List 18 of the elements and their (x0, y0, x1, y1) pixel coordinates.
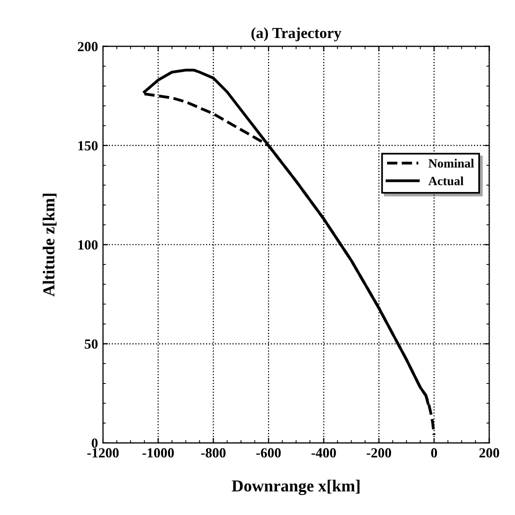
y-tick-label: 100 (78, 240, 98, 250)
x-axis-title: Downrange x[km] (232, 480, 360, 496)
y-tick-label: 150 (78, 141, 98, 150)
legend-label: Actual (428, 176, 464, 186)
x-tick-label: -1000 (142, 448, 174, 458)
x-tick-label: 0 (431, 448, 438, 458)
legend-label: Nominal (428, 158, 474, 168)
x-tick-label: -1200 (87, 448, 119, 458)
y-tick-label: 200 (78, 42, 98, 52)
chart-title: (a) Trajectory (251, 27, 342, 42)
x-tick-label: -400 (311, 448, 336, 458)
x-tick-label: -800 (201, 448, 226, 458)
y-tick-label: 0 (92, 438, 98, 448)
x-tick-label: -600 (256, 448, 281, 458)
y-tick-label: 50 (84, 339, 98, 349)
x-tick-label: 200 (479, 448, 500, 458)
y-axis-title: Altitude z[km] (42, 194, 57, 297)
x-tick-label: -200 (366, 448, 392, 458)
